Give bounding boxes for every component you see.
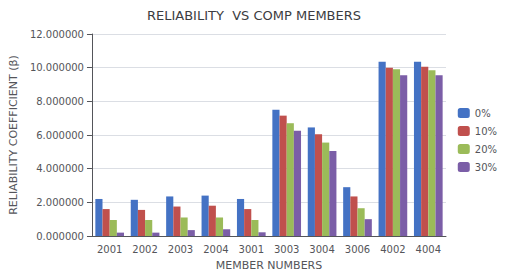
svg-text:30%: 30% [475, 162, 497, 173]
svg-text:2.000000: 2.000000 [36, 197, 84, 208]
svg-text:RELIABILITY VS COMP MEMBERS: RELIABILITY VS COMP MEMBERS [147, 8, 361, 23]
svg-text:2004: 2004 [203, 244, 228, 255]
svg-text:3003: 3003 [274, 244, 299, 255]
svg-text:4004: 4004 [416, 244, 441, 255]
svg-text:2003: 2003 [168, 244, 193, 255]
svg-text:0.000000: 0.000000 [36, 231, 84, 242]
svg-text:10%: 10% [475, 126, 497, 137]
svg-text:MEMBER NUMBERS: MEMBER NUMBERS [216, 259, 322, 272]
svg-text:3001: 3001 [239, 244, 264, 255]
svg-text:20%: 20% [475, 144, 497, 155]
svg-text:3006: 3006 [345, 244, 370, 255]
svg-text:4002: 4002 [380, 244, 405, 255]
svg-text:12.000000: 12.000000 [30, 29, 84, 40]
svg-text:8.000000: 8.000000 [36, 96, 84, 107]
svg-text:RELIABILITY COEFFICIENT (β): RELIABILITY COEFFICIENT (β) [7, 55, 20, 215]
svg-text:2001: 2001 [97, 244, 122, 255]
svg-text:3004: 3004 [309, 244, 334, 255]
svg-text:0%: 0% [475, 108, 491, 119]
svg-text:2002: 2002 [132, 244, 157, 255]
svg-text:4.000000: 4.000000 [36, 163, 84, 174]
svg-text:6.000000: 6.000000 [36, 130, 84, 141]
svg-text:10.000000: 10.000000 [30, 62, 84, 73]
